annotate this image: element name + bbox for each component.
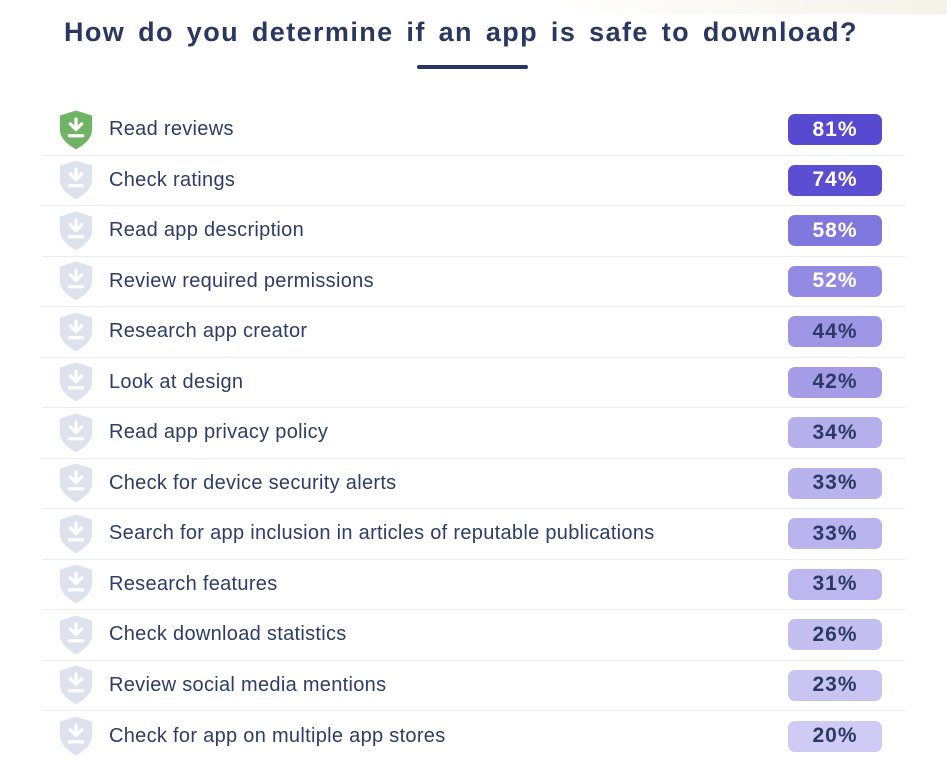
list-item: Look at design 42% bbox=[42, 358, 905, 408]
percentage-badge: 34% bbox=[788, 417, 882, 449]
title-underline bbox=[417, 65, 528, 69]
list-item: Check for app on multiple app stores 20% bbox=[42, 711, 905, 762]
percentage-badge: 58% bbox=[788, 215, 882, 247]
percentage-badge: 33% bbox=[788, 467, 882, 499]
percentage-badge: 44% bbox=[788, 316, 882, 348]
list-item: Read reviews 81% bbox=[42, 105, 905, 156]
percentage-badge: 33% bbox=[788, 518, 882, 550]
method-label: Check ratings bbox=[109, 168, 236, 191]
list-item: Read app privacy policy 34% bbox=[42, 408, 905, 459]
percentage-badge: 52% bbox=[788, 265, 882, 297]
percentage-badge: 81% bbox=[788, 114, 882, 146]
percentage-badge: 74% bbox=[788, 164, 882, 196]
chart-title: How do you determine if an app is safe t… bbox=[64, 17, 858, 47]
shield-download-gray-icon bbox=[57, 361, 95, 403]
method-label: Review social media mentions bbox=[109, 673, 387, 696]
corner-decoration bbox=[527, 0, 947, 14]
shield-download-gray-icon bbox=[57, 311, 95, 353]
method-label: Check for app on multiple app stores bbox=[109, 724, 446, 747]
list-item: Read app description 58% bbox=[42, 206, 905, 257]
list-item: Research features 31% bbox=[42, 560, 905, 610]
shield-download-gray-icon bbox=[57, 513, 95, 555]
list-item: Research app creator 44% bbox=[42, 307, 905, 358]
list-item: Review social media mentions 23% bbox=[42, 661, 905, 711]
list-item: Review required permissions 52% bbox=[42, 257, 905, 307]
method-label: Check download statistics bbox=[109, 623, 347, 646]
shield-download-gray-icon bbox=[57, 614, 95, 656]
method-label: Look at design bbox=[109, 370, 244, 393]
shield-download-gray-icon bbox=[57, 664, 95, 706]
method-label: Review required permissions bbox=[109, 269, 374, 292]
list-item: Search for app inclusion in articles of … bbox=[42, 509, 905, 560]
percentage-badge: 31% bbox=[788, 568, 882, 600]
method-label: Research features bbox=[109, 572, 278, 595]
safety-methods-list: Read reviews 81% Check ratings 74% bbox=[42, 105, 905, 762]
percentage-badge: 20% bbox=[788, 720, 882, 752]
percentage-badge: 42% bbox=[788, 366, 882, 398]
shield-download-gray-icon bbox=[57, 412, 95, 454]
shield-download-gray-icon bbox=[57, 210, 95, 252]
list-item: Check download statistics 26% bbox=[42, 610, 905, 661]
percentage-badge: 23% bbox=[788, 669, 882, 701]
method-label: Read app privacy policy bbox=[109, 421, 329, 444]
percentage-badge: 26% bbox=[788, 619, 882, 651]
method-label: Read reviews bbox=[109, 118, 234, 141]
list-item: Check ratings 74% bbox=[42, 156, 905, 206]
method-label: Check for device security alerts bbox=[109, 471, 397, 494]
shield-download-gray-icon bbox=[57, 159, 95, 201]
shield-download-gray-icon bbox=[57, 462, 95, 504]
method-label: Search for app inclusion in articles of … bbox=[109, 522, 655, 545]
shield-download-gray-icon bbox=[57, 260, 95, 302]
method-label: Research app creator bbox=[109, 320, 308, 343]
method-label: Read app description bbox=[109, 219, 305, 242]
shield-download-gray-icon bbox=[57, 715, 95, 757]
shield-download-green-icon bbox=[57, 109, 95, 151]
shield-download-gray-icon bbox=[57, 563, 95, 605]
list-item: Check for device security alerts 33% bbox=[42, 459, 905, 509]
